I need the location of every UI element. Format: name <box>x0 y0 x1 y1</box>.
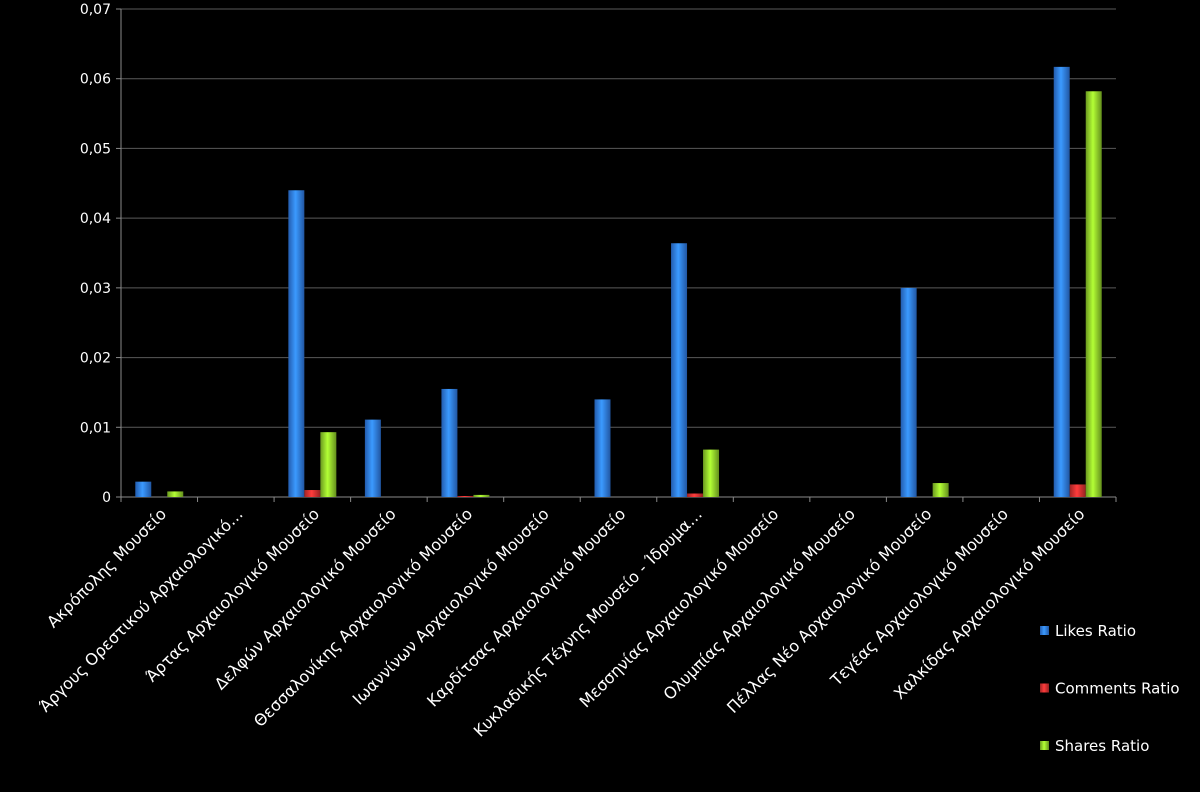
y-tick-label: 0,05 <box>80 141 111 157</box>
bar-shares-ratio <box>703 449 720 497</box>
bar-likes-ratio <box>900 287 917 497</box>
legend: Likes Ratio Comments Ratio Shares Ratio <box>1040 622 1180 755</box>
bars <box>135 66 1102 498</box>
bar-shares-ratio <box>473 494 490 497</box>
bar-likes-ratio <box>1053 66 1070 497</box>
legend-swatch <box>1040 626 1049 635</box>
y-tick-label: 0,02 <box>80 351 111 367</box>
bar-shares-ratio <box>932 483 949 497</box>
bar-comments-ratio <box>457 496 474 497</box>
bar-likes-ratio <box>288 190 305 497</box>
y-tick-label: 0 <box>102 490 111 506</box>
legend-swatch <box>1040 683 1049 693</box>
y-tick-label: 0,01 <box>80 420 111 436</box>
legend-label: Shares Ratio <box>1055 737 1149 755</box>
bar-shares-ratio <box>167 491 184 497</box>
axes <box>116 8 1117 502</box>
bar-likes-ratio <box>135 481 152 497</box>
legend-label: Comments Ratio <box>1055 680 1180 698</box>
grid-lines <box>121 8 1116 428</box>
y-tick-label: 0,03 <box>80 281 111 297</box>
legend-swatch <box>1040 741 1049 750</box>
bar-comments-ratio <box>1069 484 1086 497</box>
bar-shares-ratio <box>320 432 337 497</box>
bar-likes-ratio <box>594 399 611 497</box>
y-tick-label: 0,06 <box>80 72 111 88</box>
y-tick-labels: 0 0,01 0,02 0,03 0,04 0,05 0,06 0,07 <box>80 2 111 506</box>
legend-label: Likes Ratio <box>1055 622 1136 640</box>
bar-likes-ratio <box>441 388 458 497</box>
bar-comments-ratio <box>687 493 704 497</box>
y-tick-label: 0,04 <box>80 211 111 227</box>
y-tick-label: 0,07 <box>80 2 111 18</box>
bar-comments-ratio <box>304 490 321 497</box>
bar-likes-ratio <box>364 419 381 497</box>
bar-shares-ratio <box>1085 91 1102 498</box>
bar-likes-ratio <box>671 243 688 497</box>
